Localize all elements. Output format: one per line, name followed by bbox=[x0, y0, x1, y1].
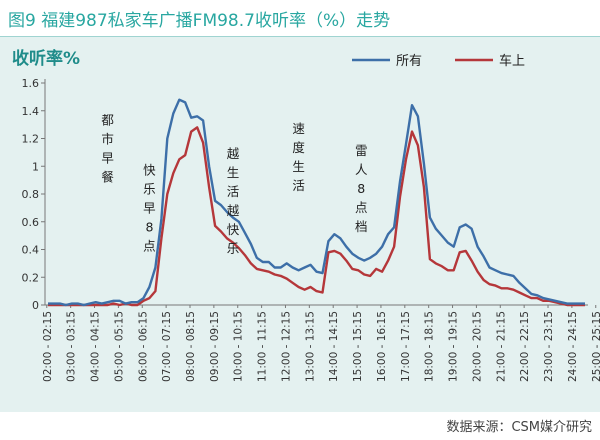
x-tick-label: 25:00 - 25:15 bbox=[591, 311, 600, 382]
program-annotation: 越生活越快乐 bbox=[227, 146, 240, 256]
x-tick-label: 16:00 - 16:15 bbox=[376, 311, 388, 382]
x-tick-label: 11:00 - 11:15 bbox=[257, 311, 269, 382]
series-line-car bbox=[48, 126, 585, 307]
x-tick-label: 06:00 - 06:15 bbox=[137, 311, 149, 382]
x-tick-label: 09:00 - 09:15 bbox=[209, 311, 221, 382]
y-tick-label: 1 bbox=[32, 160, 39, 173]
legend-label-car: 车上 bbox=[499, 53, 525, 69]
x-tick-label: 17:00 - 17:15 bbox=[400, 311, 412, 382]
program-annotation: 雷人 8 点档 bbox=[355, 143, 368, 234]
y-tick-label: 0.8 bbox=[22, 188, 40, 201]
series-line-all bbox=[48, 98, 585, 307]
x-tick-label: 24:00 - 24:15 bbox=[567, 311, 579, 382]
x-tick-label: 15:00 - 15:15 bbox=[352, 311, 364, 382]
x-tick-label: 02:00 - 02:15 bbox=[42, 311, 54, 382]
y-tick-label: 0.4 bbox=[22, 244, 40, 257]
chart-panel: 收听率% 0 0.2 0.4 0.6 0.8 1 1.2 1.4 1.6 02:00 - 02:15… bbox=[0, 37, 600, 412]
y-axis-label: 收听率% bbox=[12, 48, 80, 69]
x-tick-label: 19:00 - 19:15 bbox=[448, 311, 460, 382]
y-tick-label: 0.6 bbox=[22, 216, 40, 229]
figure-title: 图9 福建987私家车广播FM98.7收听率（%）走势 bbox=[8, 11, 391, 31]
x-tick-label: 05:00 - 05:15 bbox=[113, 311, 125, 382]
y-tick-label: 0.2 bbox=[22, 271, 40, 284]
x-tick-label: 03:00 - 03:15 bbox=[66, 311, 78, 382]
x-tick-label: 10:00 - 10:15 bbox=[233, 311, 245, 382]
x-tick-label: 07:00 - 07:15 bbox=[161, 311, 173, 382]
x-tick-label: 04:00 - 04:15 bbox=[90, 311, 102, 382]
line-chart: 收听率% 0 0.2 0.4 0.6 0.8 1 1.2 1.4 1.6 02:00 - 02:15… bbox=[12, 48, 600, 382]
x-tick-label: 18:00 - 18:15 bbox=[424, 311, 436, 382]
program-annotation: 快乐早 8 点 bbox=[143, 163, 156, 254]
y-tick-label: 1.2 bbox=[22, 133, 40, 146]
x-tick-label: 21:00 - 21:15 bbox=[495, 311, 507, 382]
x-tick-label: 13:00 - 13:15 bbox=[304, 311, 316, 382]
title-divider bbox=[0, 36, 600, 37]
program-annotation: 速度生活 bbox=[292, 121, 305, 193]
source-note: 数据来源：CSM媒介研究 bbox=[446, 420, 592, 435]
y-tick-label: 1.6 bbox=[22, 77, 40, 90]
x-tick-label: 23:00 - 23:15 bbox=[543, 311, 555, 382]
x-tick-label: 08:00 - 08:15 bbox=[185, 311, 197, 382]
x-tick-label: 20:00 - 20:15 bbox=[471, 311, 483, 382]
x-tick-label: 12:00 - 12:15 bbox=[280, 311, 292, 382]
program-annotation: 都市早餐 bbox=[101, 113, 114, 185]
x-tick-label: 22:00 - 22:15 bbox=[519, 311, 531, 382]
x-tick-label: 14:00 - 14:15 bbox=[328, 311, 340, 382]
legend-label-all: 所有 bbox=[396, 54, 422, 69]
y-tick-label: 0 bbox=[32, 299, 39, 312]
y-tick-label: 1.4 bbox=[22, 105, 40, 118]
